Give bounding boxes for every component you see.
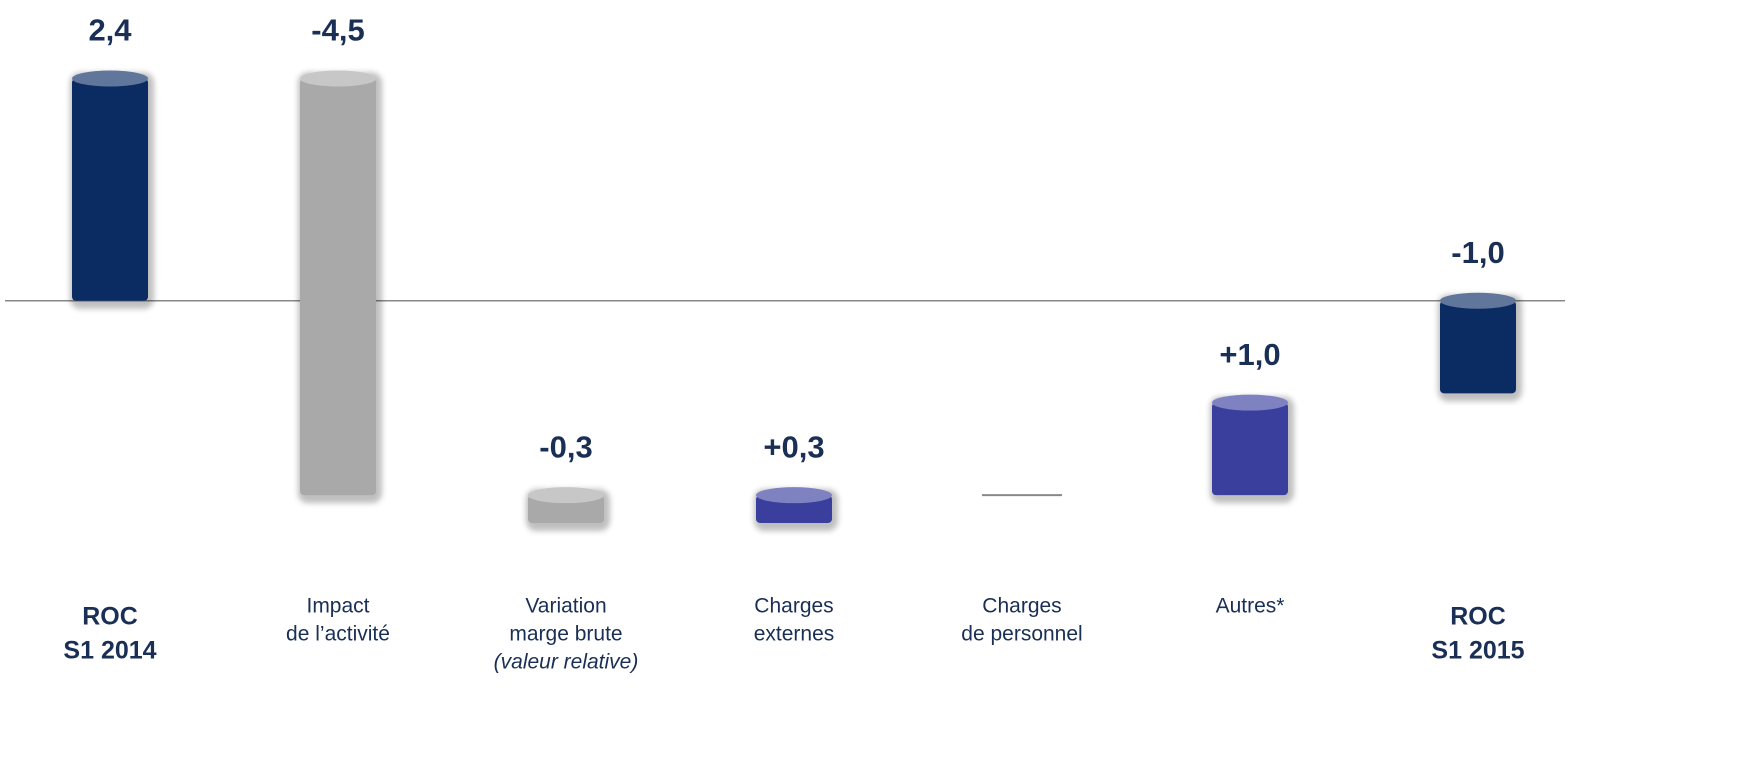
bar-group [298, 70, 382, 504]
value-label: 2,4 [88, 13, 132, 48]
bar [528, 495, 604, 523]
bar-top [528, 487, 604, 504]
value-label: +0,3 [763, 429, 824, 464]
category-label: S1 2015 [1431, 637, 1524, 665]
category-label: Variation [525, 595, 606, 618]
bar-group [70, 70, 154, 309]
bar-top [72, 70, 148, 87]
category-label: (valeur relative) [494, 651, 639, 674]
bar [72, 78, 148, 301]
bar [1440, 300, 1516, 394]
bar-group [1210, 394, 1294, 504]
category-label: Charges [754, 595, 833, 618]
category-label: S1 2014 [63, 637, 156, 665]
bar-group [526, 487, 610, 531]
category-label: Charges [982, 595, 1061, 618]
value-label: +1,0 [1219, 337, 1280, 372]
bar-top [1212, 394, 1288, 411]
bar [300, 78, 376, 496]
bar-group [754, 487, 838, 531]
category-label: externes [754, 623, 835, 646]
category-label: ROC [1450, 603, 1506, 631]
category-label: ROC [82, 603, 138, 631]
bar-group [1438, 292, 1522, 402]
value-label: -0,3 [539, 429, 592, 464]
category-label: de personnel [961, 623, 1082, 646]
category-label: marge brute [509, 623, 622, 646]
value-label: -1,0 [1451, 235, 1504, 270]
category-label: Impact [306, 595, 369, 618]
category-label: de l’activité [286, 623, 390, 646]
bar-top [300, 70, 376, 87]
bar [1212, 402, 1288, 496]
value-label: -4,5 [311, 13, 364, 48]
category-label: Autres* [1216, 595, 1285, 618]
bar [756, 495, 832, 523]
bar-top [756, 487, 832, 504]
bar-top [1440, 292, 1516, 309]
